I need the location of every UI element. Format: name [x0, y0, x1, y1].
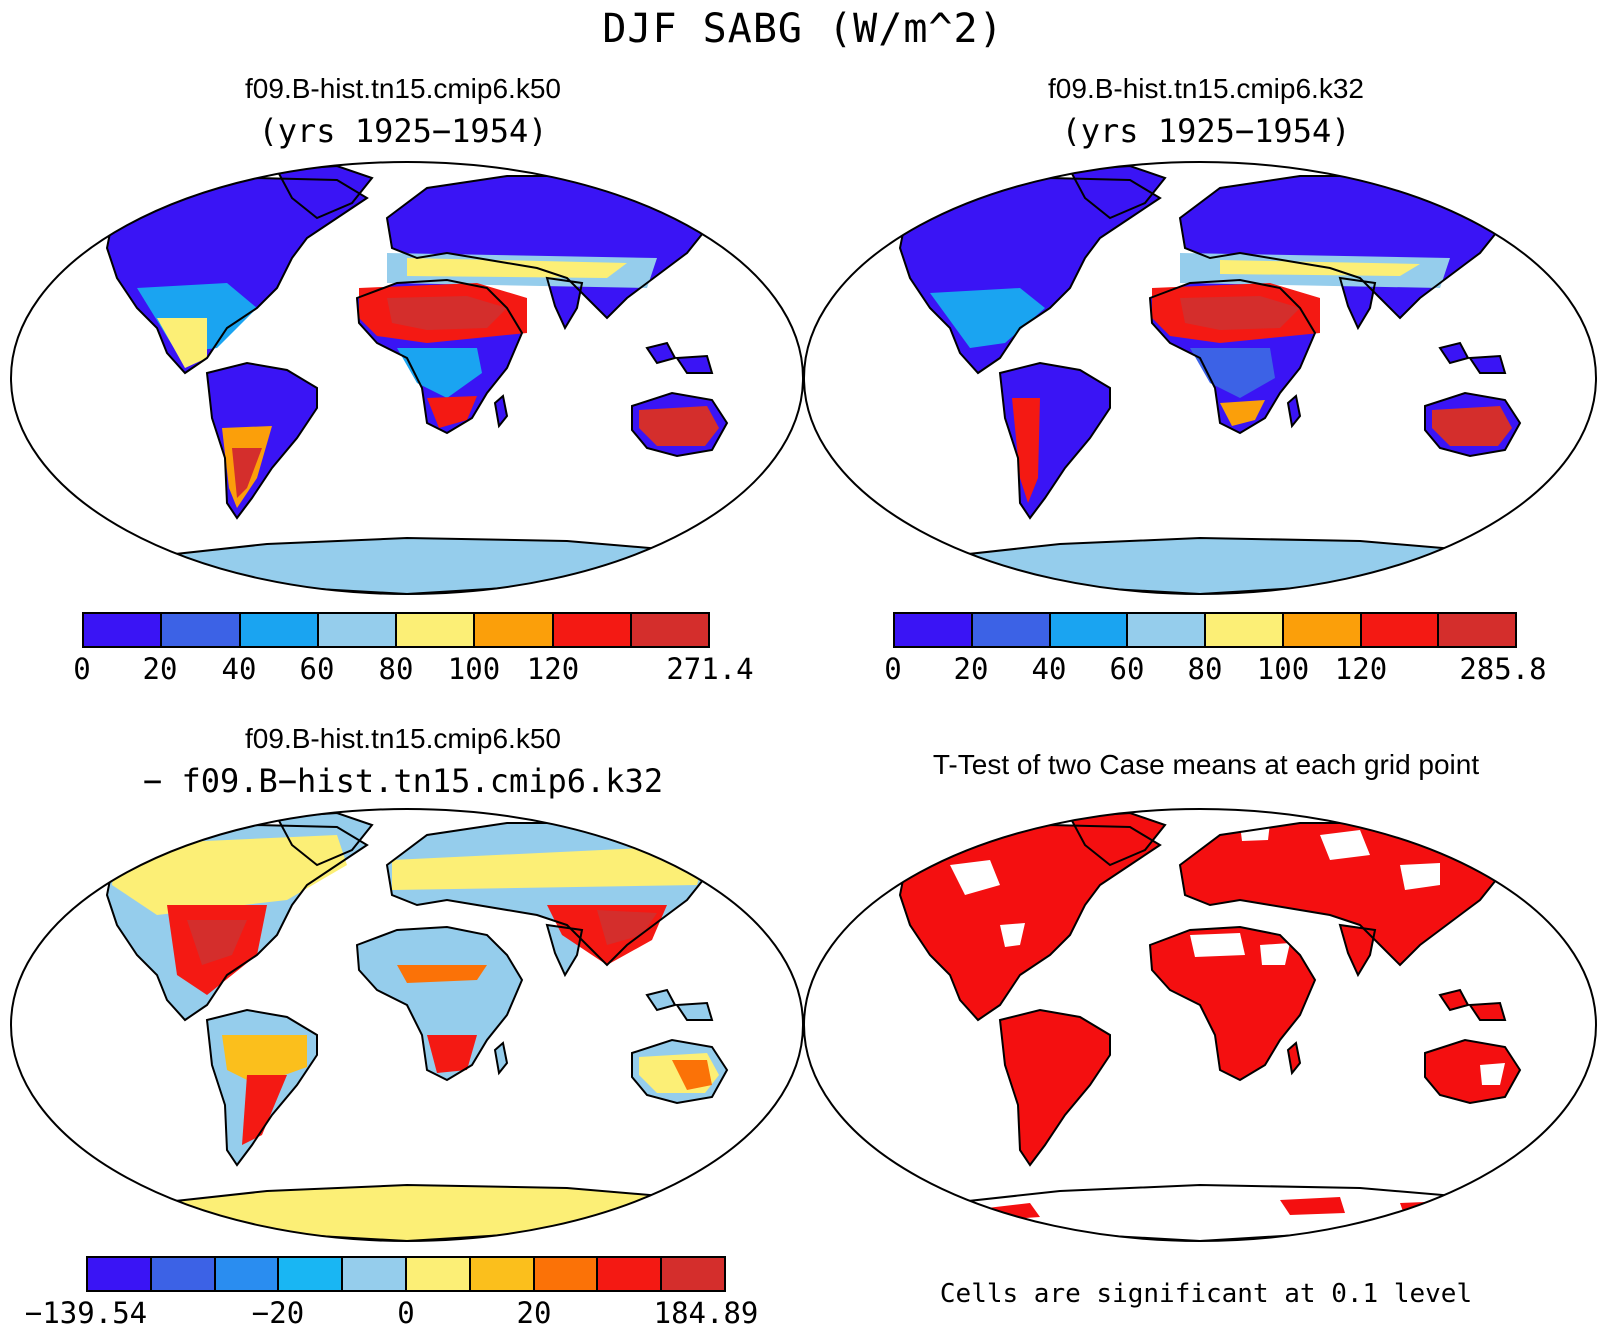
colorbar-swatch — [662, 1258, 724, 1290]
tick-label: 100 — [1256, 652, 1310, 686]
tick-label: 60 — [1109, 652, 1145, 686]
tick-label: 271.4 — [666, 652, 754, 686]
colorbar-swatch — [84, 614, 163, 646]
colorbar-bottom-left — [86, 1256, 726, 1292]
colorbar-swatch — [343, 1258, 407, 1290]
significance-note: Cells are significant at 0.1 level — [939, 1279, 1473, 1309]
colorbar-swatch — [406, 1258, 471, 1290]
colorbar-top-right-labels: 0 20 40 60 80 100 120 285.8 — [884, 652, 1546, 688]
colorbar-swatch — [553, 614, 632, 646]
panel-top-left-title: f09.B-hist.tn15.cmip6.k50 — [245, 73, 561, 104]
map-top-left — [10, 161, 804, 595]
panel-top-left-subtitle: (yrs 1925−1954) — [258, 112, 548, 150]
colorbar-top-left-labels: 0 20 40 60 80 100 120 271.4 — [73, 652, 753, 688]
tick-label: 60 — [299, 652, 335, 686]
colorbar-swatch — [895, 614, 973, 646]
colorbar-swatch — [318, 614, 397, 646]
tick-label: 120 — [1334, 652, 1388, 686]
tick-label: 0 — [884, 652, 902, 686]
colorbar-swatch — [1283, 614, 1362, 646]
colorbar-top-right — [893, 612, 1517, 648]
colorbar-swatch — [1206, 614, 1284, 646]
colorbar-swatch — [162, 614, 241, 646]
colorbar-swatch — [1050, 614, 1129, 646]
tick-label: 100 — [447, 652, 501, 686]
colorbar-bottom-left-labels: −139.54 −20 0 20 184.89 — [25, 1296, 758, 1332]
panel-bottom-left-subtitle: − f09.B−hist.tn15.cmip6.k32 — [142, 762, 664, 800]
tick-label: 285.8 — [1459, 652, 1547, 686]
colorbar-swatch — [1439, 614, 1515, 646]
colorbar-swatch — [475, 614, 554, 646]
map-bottom-right — [803, 808, 1597, 1242]
colorbar-swatch — [1128, 614, 1206, 646]
map-bottom-left — [10, 808, 804, 1242]
panel-top-right-title: f09.B-hist.tn15.cmip6.k32 — [1048, 73, 1364, 104]
tick-label: 40 — [1031, 652, 1067, 686]
tick-label: 120 — [526, 652, 580, 686]
tick-label: 80 — [378, 652, 414, 686]
tick-label: 184.89 — [653, 1296, 759, 1330]
panel-bottom-right-title: T-Test of two Case means at each grid po… — [932, 749, 1480, 780]
figure-title: DJF SABG (W/m^2) — [602, 6, 1004, 52]
colorbar-swatch — [151, 1258, 216, 1290]
colorbar-swatch — [215, 1258, 280, 1290]
tick-label: 20 — [142, 652, 178, 686]
colorbar-top-left — [82, 612, 710, 648]
panel-bottom-left-title: f09.B-hist.tn15.cmip6.k50 — [245, 723, 561, 754]
colorbar-swatch — [397, 614, 476, 646]
colorbar-swatch — [1361, 614, 1440, 646]
colorbar-swatch — [279, 1258, 344, 1290]
tick-label: 40 — [221, 652, 257, 686]
colorbar-swatch — [88, 1258, 152, 1290]
colorbar-swatch — [240, 614, 319, 646]
tick-label: 20 — [953, 652, 989, 686]
colorbar-swatch — [598, 1258, 663, 1290]
colorbar-swatch — [534, 1258, 599, 1290]
colorbar-swatch — [972, 614, 1051, 646]
panel-top-right-subtitle: (yrs 1925−1954) — [1061, 112, 1351, 150]
tick-label: 80 — [1187, 652, 1223, 686]
tick-label: 0 — [397, 1296, 415, 1330]
tick-label: −139.54 — [24, 1296, 148, 1330]
colorbar-swatch — [470, 1258, 535, 1290]
tick-label: −20 — [251, 1296, 305, 1330]
map-top-right — [803, 161, 1597, 595]
tick-label: 20 — [516, 1296, 552, 1330]
colorbar-swatch — [631, 614, 708, 646]
tick-label: 0 — [73, 652, 91, 686]
